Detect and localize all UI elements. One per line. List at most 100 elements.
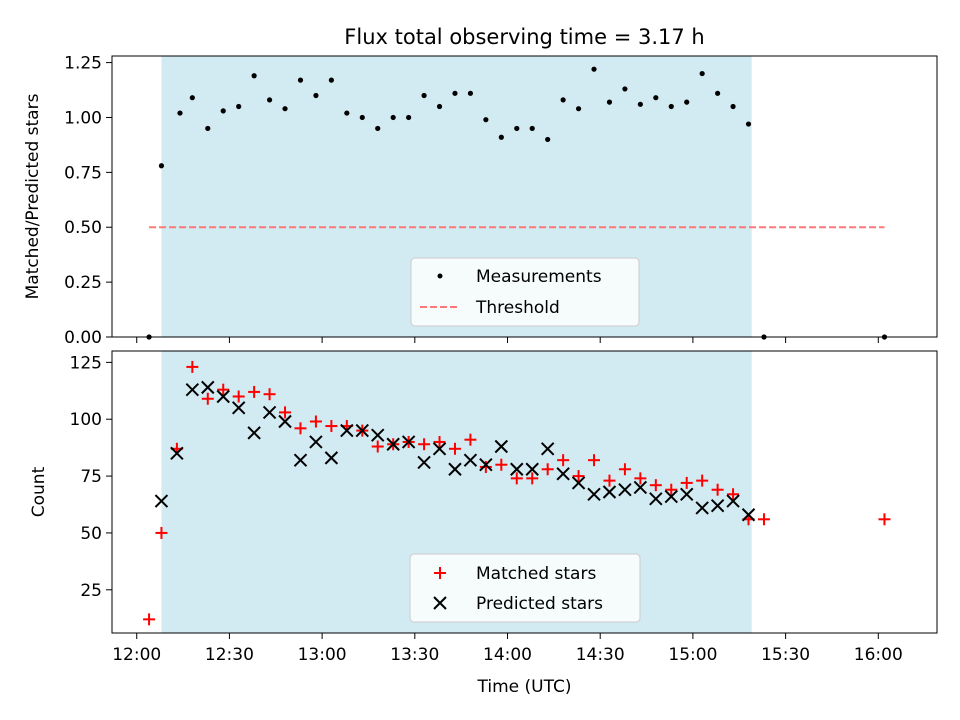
matched-star-point — [727, 488, 740, 501]
matched-star-point — [201, 392, 214, 405]
measurement-point — [730, 103, 736, 110]
top-axes-frame — [111, 55, 938, 338]
measurement-point — [483, 117, 489, 123]
measurement-point — [514, 125, 520, 132]
measurement-point — [328, 77, 334, 83]
measurement-point — [637, 101, 643, 107]
x-tick-label: 13:30 — [390, 645, 439, 665]
matched-star-point — [263, 388, 276, 401]
measurement-point — [622, 86, 628, 92]
matched-star-point — [634, 472, 647, 485]
top-series-layer — [146, 66, 888, 340]
matched-star-point — [696, 474, 709, 487]
measurement-point — [575, 106, 582, 112]
predicted-star-point — [726, 494, 740, 508]
measurement-point — [591, 66, 597, 72]
legend-threshold-label: Threshold — [475, 298, 560, 318]
matched-star-point — [510, 472, 523, 485]
measurement-point — [606, 99, 613, 105]
top-y-tick-label: 1.00 — [64, 108, 102, 128]
predicted-star-point — [401, 435, 416, 449]
matched-star-point — [665, 483, 678, 496]
measurement-point — [699, 70, 705, 77]
measurement-point — [266, 97, 273, 103]
predicted-star-point — [479, 458, 493, 472]
matched-star-point — [186, 360, 199, 373]
predicted-star-point — [525, 462, 539, 476]
measurement-point — [745, 121, 752, 127]
matched-star-point — [232, 390, 245, 403]
measurement-point — [344, 110, 350, 116]
x-tick-label: 12:00 — [112, 645, 161, 665]
legend-matched-label: Matched stars — [476, 564, 596, 584]
bottom-y-tick-label: 75 — [80, 467, 102, 487]
predicted-star-point — [293, 453, 308, 467]
measurement-point — [421, 92, 427, 99]
top-legend-box — [410, 257, 640, 327]
matched-star-point — [680, 476, 693, 489]
bottom-y-tick-label: 50 — [80, 524, 102, 544]
measurement-point — [545, 136, 551, 143]
x-axis-label: Time (UTC) — [477, 677, 572, 697]
measurement-point — [220, 108, 226, 114]
x-tick-label: 15:00 — [668, 645, 717, 665]
predicted-star-point — [664, 489, 678, 504]
x-tick-label: 13:00 — [298, 645, 347, 665]
predicted-star-point — [417, 455, 431, 470]
measurement-point — [452, 90, 458, 96]
predicted-star-point — [633, 480, 648, 495]
matched-star-point — [495, 458, 508, 471]
top-y-tick-label: 0.00 — [64, 328, 102, 348]
bottom-y-tick-label: 25 — [80, 581, 102, 601]
measurement-point — [436, 103, 443, 110]
predicted-star-point — [185, 382, 200, 397]
measurement-point — [189, 95, 195, 101]
x-tick-label: 14:00 — [483, 645, 532, 665]
x-tick-label: 16:00 — [854, 645, 903, 665]
predicted-star-point — [324, 451, 339, 465]
matched-star-point — [572, 470, 585, 483]
predicted-star-point — [262, 405, 277, 420]
measurement-point — [406, 114, 412, 121]
measurement-point — [684, 99, 690, 105]
matched-star-point — [294, 422, 307, 435]
top-axis-layer: 0.00 0.25 0.50 0.75 1.00 1.25 — [64, 54, 879, 348]
legend-predicted-label: Predicted stars — [476, 594, 603, 614]
predicted-star-point — [216, 389, 230, 404]
matched-star-point — [479, 460, 492, 473]
predicted-star-point — [448, 462, 462, 476]
matched-star-point — [464, 433, 477, 446]
bottom-legend: Matched stars Predicted stars — [409, 553, 641, 623]
matched-star-point — [433, 435, 446, 448]
measurement-point — [282, 106, 288, 112]
top-y-tick-label: 1.25 — [64, 54, 102, 74]
top-y-tick-label: 0.75 — [64, 163, 102, 183]
top-panel: 0.00 0.25 0.50 0.75 1.00 1.25 Flux total obse… — [23, 25, 938, 348]
predicted-star-point — [278, 414, 292, 429]
matched-star-point — [418, 438, 431, 451]
bottom-panel: 25 50 75 100 125 12:00 12:30 13:00 13:30 14:00 14:… — [29, 350, 938, 697]
top-y-tick-label: 0.50 — [64, 218, 102, 238]
top-y-tick-label: 0.25 — [64, 273, 102, 293]
matched-star-point — [526, 472, 539, 485]
matched-star-point — [588, 454, 601, 467]
predicted-star-point — [463, 453, 478, 467]
matched-star-point — [649, 479, 662, 492]
predicted-star-point — [618, 483, 632, 497]
matched-star-point — [248, 385, 261, 398]
legend-predicted-marker — [433, 596, 447, 610]
predicted-star-point — [247, 426, 261, 440]
matched-star-point — [309, 415, 322, 428]
predicted-star-point — [386, 437, 400, 451]
matched-star-point — [217, 383, 230, 396]
predicted-star-point — [540, 442, 555, 456]
bottom-axis-layer: 25 50 75 100 125 12:00 12:30 13:00 13:30 14:00 14:… — [70, 353, 903, 665]
measurement-point — [236, 103, 242, 110]
measurement-point — [297, 77, 304, 83]
predicted-star-point — [571, 476, 586, 490]
matched-star-point — [325, 420, 338, 433]
measurement-point — [668, 103, 674, 110]
predicted-star-point — [710, 498, 725, 513]
predicted-star-point — [170, 446, 184, 461]
measurement-point — [375, 125, 381, 132]
